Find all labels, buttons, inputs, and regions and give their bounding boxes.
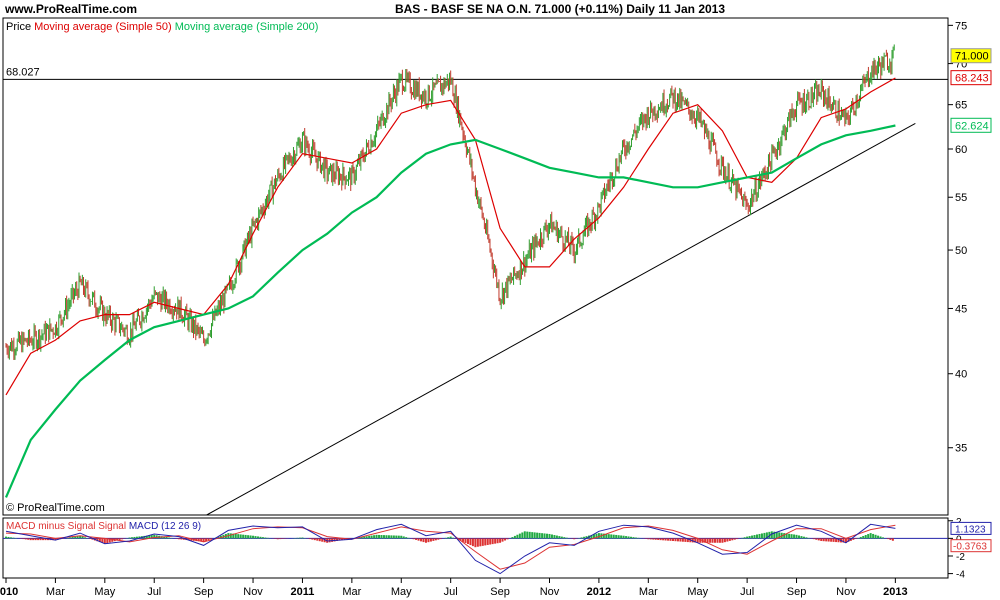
y-tick-label: 55	[955, 192, 967, 204]
legend-entry: Moving average (Simple 50)	[31, 21, 172, 33]
ma200-value-label: 62.624	[955, 120, 989, 132]
x-tick-label: Jul	[740, 586, 754, 598]
ma200-line	[4, 124, 896, 498]
ma50-value-label: 68.243	[955, 73, 989, 85]
x-tick-label: 2013	[883, 586, 907, 598]
macd-value-labels: 1.1323 -0.3763	[950, 521, 992, 553]
y-tick-label: 50	[955, 245, 967, 257]
y-tick-label: 40	[955, 369, 967, 381]
x-axis: 2010 Mar May Jul Sep Nov 2011 Mar May Jul Sep Nov 20…	[0, 578, 908, 598]
x-tick-label: Nov	[243, 586, 263, 598]
x-tick-label: Sep	[490, 586, 510, 598]
x-tick-label: May	[391, 586, 412, 598]
x-tick-label: Jul	[147, 586, 161, 598]
x-tick-label: Nov	[540, 586, 560, 598]
x-tick-label: 2011	[291, 586, 315, 598]
site-label[interactable]: www.ProRealTime.com	[4, 2, 137, 16]
ma50-value-label-box	[950, 70, 992, 86]
price-panel[interactable]	[2, 17, 949, 516]
reference-line-label: 68.027	[6, 66, 40, 78]
signal-line	[5, 524, 896, 570]
legend-entry: Price	[6, 21, 31, 33]
macd-plot	[3, 523, 948, 575]
x-tick-label: May	[687, 586, 708, 598]
macd-value-box	[950, 521, 992, 535]
price-legend-text: Price Moving average (Simple 50) Moving …	[6, 21, 318, 33]
price-plot: 68.027	[3, 44, 948, 516]
y-tick-label: 35	[955, 443, 967, 455]
x-tick-label: 2012	[587, 586, 611, 598]
histogram-value-box	[950, 539, 992, 553]
trendline	[206, 122, 916, 516]
x-tick-label: Jul	[444, 586, 458, 598]
x-tick-label: Sep	[194, 586, 214, 598]
x-tick-label: Nov	[836, 586, 856, 598]
price-legend: Price Moving average (Simple 50) Moving …	[6, 21, 318, 33]
y-tick-label: 75	[955, 20, 967, 32]
ma200-value-label-box	[950, 117, 992, 133]
x-tick-label: Mar	[46, 586, 65, 598]
macd-value-label: 1.1323	[955, 524, 986, 535]
last-value-labels: 71.000 68.243 62.624	[950, 48, 992, 133]
y-tick-label: 65	[955, 100, 967, 112]
last-price-label-box	[950, 48, 992, 64]
x-tick-label: Sep	[787, 586, 807, 598]
histogram-value-label: -0.3763	[953, 542, 987, 553]
macd-panel[interactable]	[2, 517, 949, 579]
last-price-label: 71.000	[955, 51, 989, 63]
macd-legend-text: MACD minus Signal Signal MACD (12 26 9)	[6, 521, 201, 532]
watermark: © ProRealTime.com	[6, 502, 105, 514]
macd-legend: MACD minus Signal Signal MACD (12 26 9)	[6, 521, 201, 532]
chart-title: BAS - BASF SE NA O.N. 71.000 (+0.11%) Da…	[395, 2, 725, 16]
x-tick-label: Mar	[639, 586, 658, 598]
y-tick-label: 45	[955, 303, 967, 315]
y-tick-label: 60	[955, 144, 967, 156]
macd-y-tick-label: -4	[956, 570, 965, 581]
x-tick-label: 2010	[0, 586, 18, 598]
legend-entry: Moving average (Simple 200)	[172, 21, 319, 33]
macd-legend-entry: Signal	[95, 521, 126, 532]
x-tick-label: Mar	[342, 586, 361, 598]
macd-line	[5, 523, 896, 575]
x-tick-label: May	[94, 586, 115, 598]
macd-legend-entry: MACD (12 26 9)	[126, 521, 201, 532]
macd-y-tick-label: -2	[956, 552, 965, 563]
macd-legend-entry: MACD minus Signal	[6, 521, 95, 532]
